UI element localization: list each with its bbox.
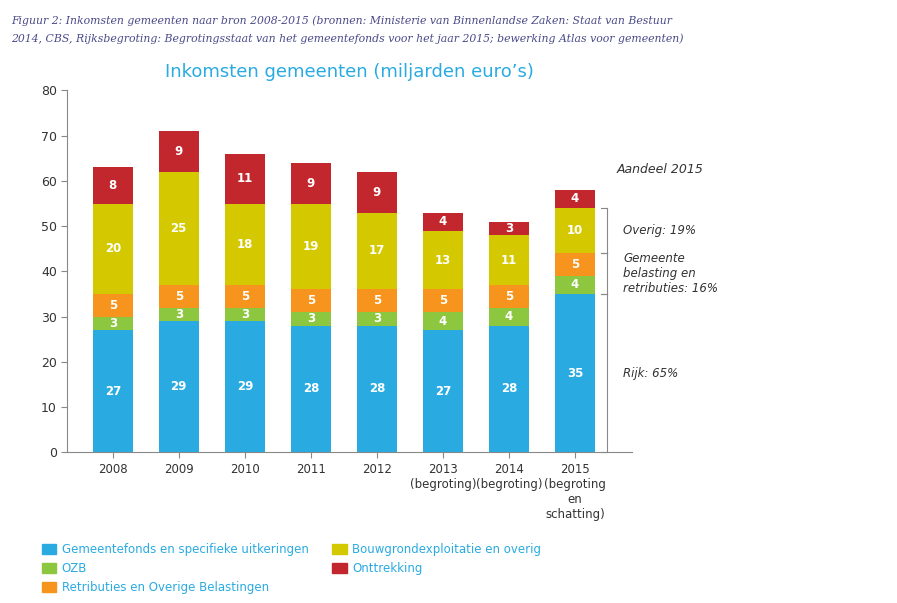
Bar — [225, 308, 265, 321]
Text: 5: 5 — [439, 294, 447, 308]
Bar — [357, 213, 396, 289]
Text: 9: 9 — [307, 177, 315, 190]
Text: 2014, CBS, Rijksbegroting: Begrotingsstaat van het gemeentefonds voor het jaar 2: 2014, CBS, Rijksbegroting: Begrotingssta… — [11, 33, 684, 44]
Text: 9: 9 — [373, 186, 381, 199]
Text: 4: 4 — [570, 192, 579, 206]
Text: 27: 27 — [435, 385, 451, 398]
Text: Gemeente
belasting en
retributies: 16%: Gemeente belasting en retributies: 16% — [623, 252, 718, 295]
Bar — [159, 285, 198, 308]
Bar — [93, 167, 133, 203]
Bar — [555, 294, 595, 452]
Bar — [357, 312, 396, 326]
Bar — [291, 312, 331, 326]
Bar — [357, 172, 396, 213]
Text: 28: 28 — [369, 382, 385, 396]
Text: 5: 5 — [570, 258, 579, 271]
Bar — [423, 289, 463, 312]
Text: 25: 25 — [170, 222, 187, 235]
Bar — [489, 222, 528, 235]
Text: 5: 5 — [373, 294, 381, 308]
Bar — [423, 330, 463, 452]
Text: 35: 35 — [567, 367, 583, 380]
Text: Overig: 19%: Overig: 19% — [623, 224, 696, 237]
Text: 5: 5 — [307, 294, 315, 308]
Text: 20: 20 — [105, 242, 121, 255]
Text: 3: 3 — [109, 317, 117, 330]
Bar — [555, 190, 595, 208]
Bar — [357, 326, 396, 452]
Bar — [225, 321, 265, 452]
Text: 4: 4 — [439, 315, 447, 327]
Bar — [291, 289, 331, 312]
Text: 29: 29 — [237, 380, 253, 393]
Bar — [159, 172, 198, 285]
Bar — [291, 163, 331, 203]
Text: 3: 3 — [373, 312, 381, 326]
Bar — [159, 308, 198, 321]
Text: 17: 17 — [369, 244, 385, 257]
Bar — [555, 253, 595, 276]
Bar — [489, 285, 528, 308]
Bar — [93, 203, 133, 294]
Bar — [555, 208, 595, 253]
Text: 28: 28 — [302, 382, 319, 396]
Bar — [423, 230, 463, 289]
Text: 11: 11 — [501, 253, 517, 267]
Bar — [93, 330, 133, 452]
Bar — [93, 317, 133, 330]
Bar — [291, 326, 331, 452]
Bar — [423, 312, 463, 330]
Text: 5: 5 — [505, 289, 513, 303]
Text: 13: 13 — [435, 253, 451, 267]
Text: 10: 10 — [567, 224, 583, 237]
Text: 11: 11 — [237, 172, 253, 185]
Text: Rijk: 65%: Rijk: 65% — [623, 367, 678, 380]
Text: Aandeel 2015: Aandeel 2015 — [616, 163, 703, 176]
Bar — [291, 203, 331, 289]
Text: 8: 8 — [109, 179, 117, 192]
Text: 3: 3 — [175, 308, 183, 321]
Text: 4: 4 — [505, 310, 513, 323]
Text: 28: 28 — [501, 382, 518, 396]
Text: 4: 4 — [570, 279, 579, 291]
Text: 27: 27 — [105, 385, 121, 398]
Text: 4: 4 — [439, 215, 447, 228]
Text: 3: 3 — [307, 312, 315, 326]
Bar — [357, 289, 396, 312]
Bar — [555, 276, 595, 294]
Bar — [225, 154, 265, 203]
Text: 3: 3 — [505, 222, 513, 235]
Text: 18: 18 — [237, 238, 253, 251]
Text: 29: 29 — [170, 380, 187, 393]
Bar — [93, 294, 133, 317]
Text: 5: 5 — [240, 289, 249, 303]
Text: 19: 19 — [302, 240, 319, 253]
Text: Figuur 2: Inkomsten gemeenten naar bron 2008-2015 (bronnen: Ministerie van Binne: Figuur 2: Inkomsten gemeenten naar bron … — [11, 15, 672, 26]
Bar — [489, 235, 528, 285]
Title: Inkomsten gemeenten (miljarden euro’s): Inkomsten gemeenten (miljarden euro’s) — [165, 63, 535, 81]
Text: 5: 5 — [109, 298, 117, 312]
Text: 9: 9 — [175, 145, 183, 158]
Bar — [423, 213, 463, 231]
Bar — [159, 321, 198, 452]
Bar — [489, 308, 528, 326]
Bar — [489, 326, 528, 452]
Bar — [159, 131, 198, 172]
Bar — [225, 285, 265, 308]
Legend: Gemeentefonds en specifieke uitkeringen, OZB, Retributies en Overige Belastingen: Gemeentefonds en specifieke uitkeringen,… — [42, 543, 542, 594]
Text: 5: 5 — [175, 289, 183, 303]
Text: 3: 3 — [240, 308, 248, 321]
Bar — [225, 204, 265, 285]
